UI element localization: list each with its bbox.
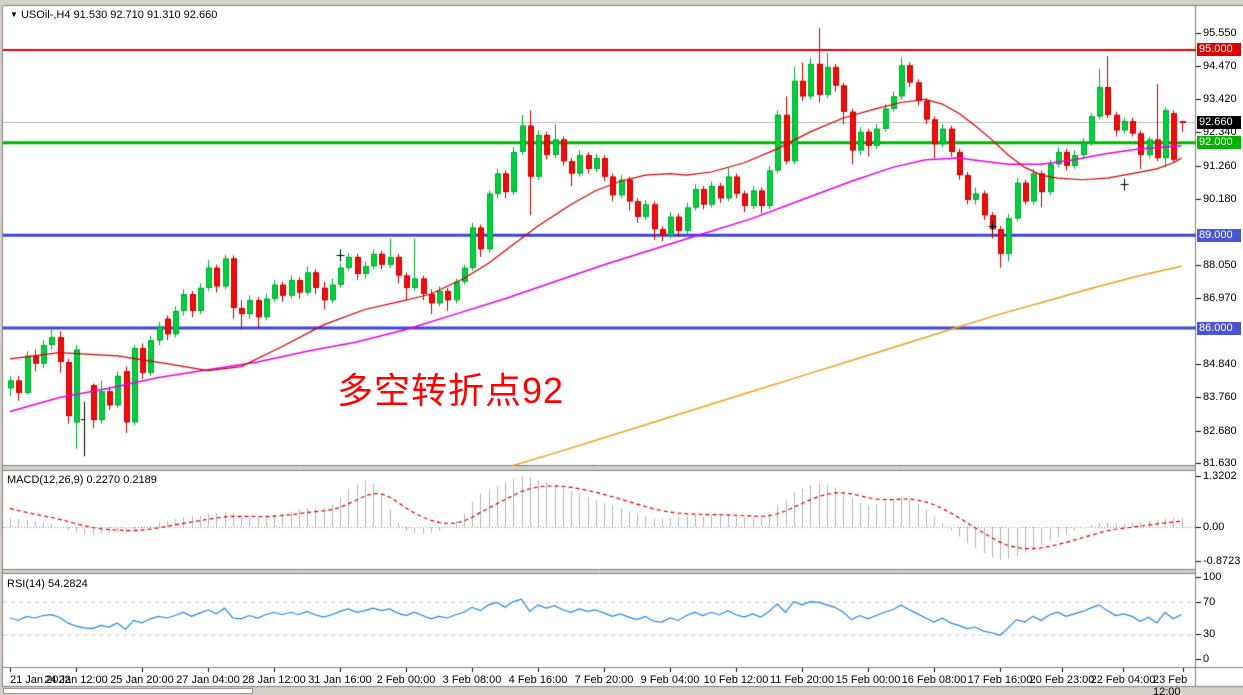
ohlc-values: 91.530 92.710 91.310 92.660 [73, 9, 218, 21]
time-tick-label: 7 Feb 20:00 [574, 674, 634, 686]
price-tick-label: 82.680 [1203, 424, 1237, 437]
price-tick-label: 86.970 [1203, 292, 1237, 305]
time-tick-label: 22 Feb 04:00 [1090, 674, 1156, 686]
price-tick-label: 81.630 [1203, 457, 1237, 469]
price-level-badge: 86.000 [1197, 321, 1241, 335]
time-tick-label: 10 Feb 12:00 [703, 674, 769, 686]
time-tick-label: 2 Feb 00:00 [376, 674, 436, 686]
price-level-badge: 92.000 [1197, 136, 1241, 150]
rsi-tick-label: 70 [1203, 595, 1216, 608]
rsi-tick-label: 30 [1203, 628, 1216, 641]
time-tick-label: 9 Feb 04:00 [640, 674, 700, 686]
price-tick-label: 93.420 [1203, 92, 1237, 105]
macd-signal-value: 0.2189 [123, 474, 157, 486]
macd-main-value: 0.2270 [86, 474, 121, 486]
price-tick-label: 83.760 [1203, 391, 1237, 404]
time-tick-label: 27 Jan 04:00 [176, 674, 240, 686]
time-tick-label: 21 Jan 2022 [10, 674, 71, 686]
rsi-tick-label: 0 [1203, 653, 1210, 665]
time-tick-label: 11 Feb 20:00 [769, 674, 835, 686]
price-tick-label: 95.550 [1203, 27, 1237, 39]
chart-text-annotation: 多空转折点92 [337, 370, 565, 411]
time-tick-label: 16 Feb 08:00 [901, 674, 967, 686]
horizontal-scrollbar-thumb[interactable] [3, 688, 253, 694]
time-tick-label: 28 Jan 12:00 [242, 674, 306, 686]
price-tick-label: 90.180 [1203, 192, 1237, 205]
time-tick-label: 25 Jan 20:00 [110, 674, 174, 686]
rsi-name: RSI(14) [7, 578, 45, 590]
chart-header: ▼ USOil-,H4 91.530 92.710 91.310 92.660 [10, 9, 217, 21]
price-level-badge: 89.000 [1197, 228, 1241, 242]
time-tick-label: 4 Feb 16:00 [508, 674, 568, 686]
time-tick-label: 17 Feb 16:00 [967, 674, 1033, 686]
price-tick-label: 92.340 [1203, 126, 1237, 139]
price-tick-label: 94.470 [1203, 60, 1237, 73]
macd-indicator-label: MACD(12,26,9) 0.2270 0.2189 [7, 474, 157, 486]
price-tick-label: 84.840 [1203, 357, 1237, 370]
macd-tick-label: 0.00 [1203, 521, 1225, 533]
symbol-dropdown-icon[interactable]: ▼ [10, 10, 18, 19]
time-tick-label: 15 Feb 00:00 [835, 674, 901, 686]
price-level-badge: 95.000 [1197, 43, 1241, 57]
time-tick-label: 31 Jan 16:00 [308, 674, 372, 686]
time-tick-label: 3 Feb 08:00 [442, 674, 502, 686]
symbol-timeframe-label: USOil-,H4 [20, 9, 71, 21]
time-tick-label: 23 Feb 12:00 [1153, 674, 1188, 695]
price-tick-label: 88.050 [1203, 258, 1237, 271]
rsi-indicator-label: RSI(14) 54.2824 [7, 578, 88, 590]
macd-tick-label: -0.8723 [1203, 554, 1241, 567]
macd-tick-label: 1.3202 [1203, 470, 1237, 482]
price-tick-label: 91.260 [1203, 159, 1237, 172]
rsi-value: 54.2824 [47, 578, 88, 590]
rsi-tick-label: 100 [1203, 571, 1222, 583]
time-tick-label: 24 Jan 12:00 [44, 674, 108, 686]
price-level-badge: 92.660 [1197, 115, 1241, 129]
time-tick-label: 20 Feb 23:00 [1029, 674, 1095, 686]
macd-name: MACD(12,26,9) [7, 474, 84, 486]
